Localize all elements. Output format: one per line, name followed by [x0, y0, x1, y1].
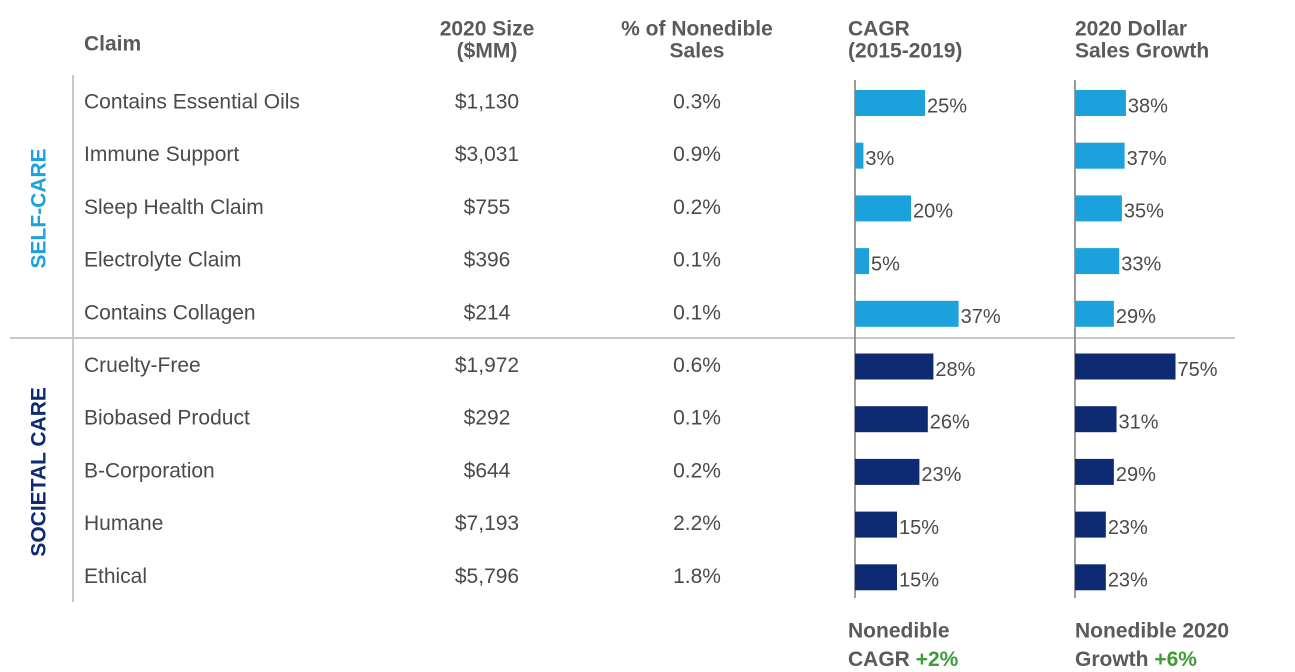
claim: Ethical	[84, 565, 147, 588]
bar-label: 3%	[865, 148, 894, 170]
bar	[855, 90, 925, 116]
claim: Electrolyte Claim	[84, 249, 242, 272]
bar	[1075, 564, 1106, 591]
size: $1,130	[455, 91, 519, 114]
share: 0.1%	[673, 301, 721, 324]
size: $755	[464, 196, 511, 219]
bar-label: 20%	[913, 201, 953, 223]
bar	[1075, 406, 1117, 433]
bar	[855, 511, 897, 538]
bar	[1075, 142, 1125, 169]
footnote: Nonedible	[848, 620, 950, 643]
footnote: CAGR +2%	[848, 648, 959, 671]
claim: Contains Essential Oils	[84, 91, 300, 114]
column-header: 2020 Size	[440, 18, 535, 41]
footnote: Growth +6%	[1075, 648, 1197, 671]
column-header: (2015-2019)	[848, 40, 962, 63]
size: $214	[464, 301, 511, 324]
share: 0.3%	[673, 91, 721, 114]
column-header: Sales	[670, 40, 725, 63]
bar	[855, 142, 864, 169]
size: $644	[464, 459, 511, 482]
group-label: SELF-CARE	[28, 148, 51, 268]
bar	[855, 248, 869, 275]
claim: Cruelty-Free	[84, 354, 201, 377]
bar	[1075, 195, 1122, 222]
bar	[855, 406, 928, 433]
column-header: ($MM)	[457, 40, 518, 63]
share: 0.2%	[673, 459, 721, 482]
bar	[1075, 458, 1114, 485]
bar-label: 75%	[1178, 359, 1218, 381]
share: 0.1%	[673, 249, 721, 272]
group-label: SOCIETAL CARE	[28, 387, 51, 557]
size: $396	[464, 249, 511, 272]
share: 0.6%	[673, 354, 721, 377]
bar	[1075, 300, 1114, 327]
claim: Humane	[84, 512, 163, 535]
size: $7,193	[455, 512, 519, 535]
bar-label: 15%	[899, 570, 939, 592]
size: $5,796	[455, 565, 519, 588]
claim: Biobased Product	[84, 407, 250, 430]
bar-label: 31%	[1119, 411, 1159, 433]
claim: Immune Support	[84, 143, 239, 166]
bar	[1075, 90, 1126, 116]
bar-label: 28%	[935, 359, 975, 381]
bar-label: 15%	[899, 517, 939, 539]
bar-label: 29%	[1116, 464, 1156, 486]
bar	[855, 353, 934, 380]
size: $292	[464, 407, 511, 430]
share: 0.1%	[673, 407, 721, 430]
footnote: Nonedible 2020	[1075, 620, 1229, 643]
bar	[1075, 353, 1176, 380]
bar-label: 23%	[1108, 570, 1148, 592]
bar-label: 38%	[1128, 95, 1168, 117]
bar	[855, 564, 897, 591]
bar	[1075, 248, 1120, 275]
column-header: 2020 Dollar	[1075, 18, 1187, 41]
claim: B-Corporation	[84, 459, 215, 482]
footnote-text: CAGR	[848, 648, 910, 671]
bar-label: 33%	[1121, 253, 1161, 275]
size: $1,972	[455, 354, 519, 377]
claim: Sleep Health Claim	[84, 196, 264, 219]
column-header: % of Nonedible	[621, 18, 773, 41]
bar-label: 35%	[1124, 201, 1164, 223]
column-header: CAGR	[848, 18, 910, 41]
bar-label: 37%	[1127, 148, 1167, 170]
footnote-value: +6%	[1154, 648, 1197, 671]
bar	[855, 195, 911, 222]
size: $3,031	[455, 143, 519, 166]
bar-label: 23%	[921, 464, 961, 486]
bar-label: 5%	[871, 253, 900, 275]
bar	[855, 458, 920, 485]
bar-label: 29%	[1116, 306, 1156, 328]
footnote-value: +2%	[916, 648, 959, 671]
share: 1.8%	[673, 565, 721, 588]
column-header: Claim	[84, 33, 141, 56]
bar-label: 37%	[961, 306, 1001, 328]
bar-label: 26%	[930, 411, 970, 433]
claim: Contains Collagen	[84, 301, 256, 324]
bar	[1075, 511, 1106, 538]
bar-label: 25%	[927, 95, 967, 117]
footnote-text: Growth	[1075, 648, 1149, 671]
share: 2.2%	[673, 512, 721, 535]
bar-label: 23%	[1108, 517, 1148, 539]
column-header: Sales Growth	[1075, 40, 1209, 63]
share: 0.2%	[673, 196, 721, 219]
share: 0.9%	[673, 143, 721, 166]
bar	[855, 300, 959, 327]
